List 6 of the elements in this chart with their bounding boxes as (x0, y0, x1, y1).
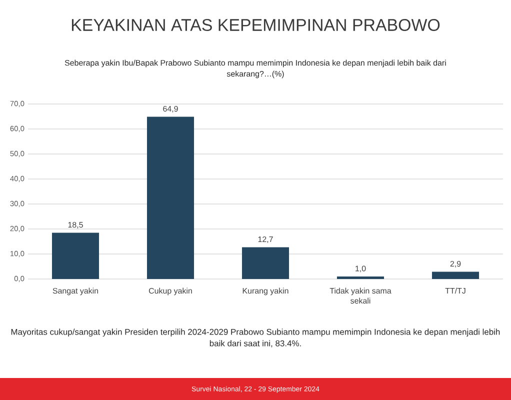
bar (146, 116, 194, 279)
text: Mayoritas cukup/sangat yakin Presiden terpilih 2024-2029 Prabowo Subianto mampu memimpin Indonesia ke depan menjadi lebih baik dari saat ini, 83.4%. (11, 328, 500, 348)
bar (432, 272, 480, 279)
chart-title: KEYAKINAN ATAS KEPEMIMPINAN PRABOWO (72, 18, 440, 31)
bar (52, 232, 100, 279)
bar (242, 247, 290, 279)
